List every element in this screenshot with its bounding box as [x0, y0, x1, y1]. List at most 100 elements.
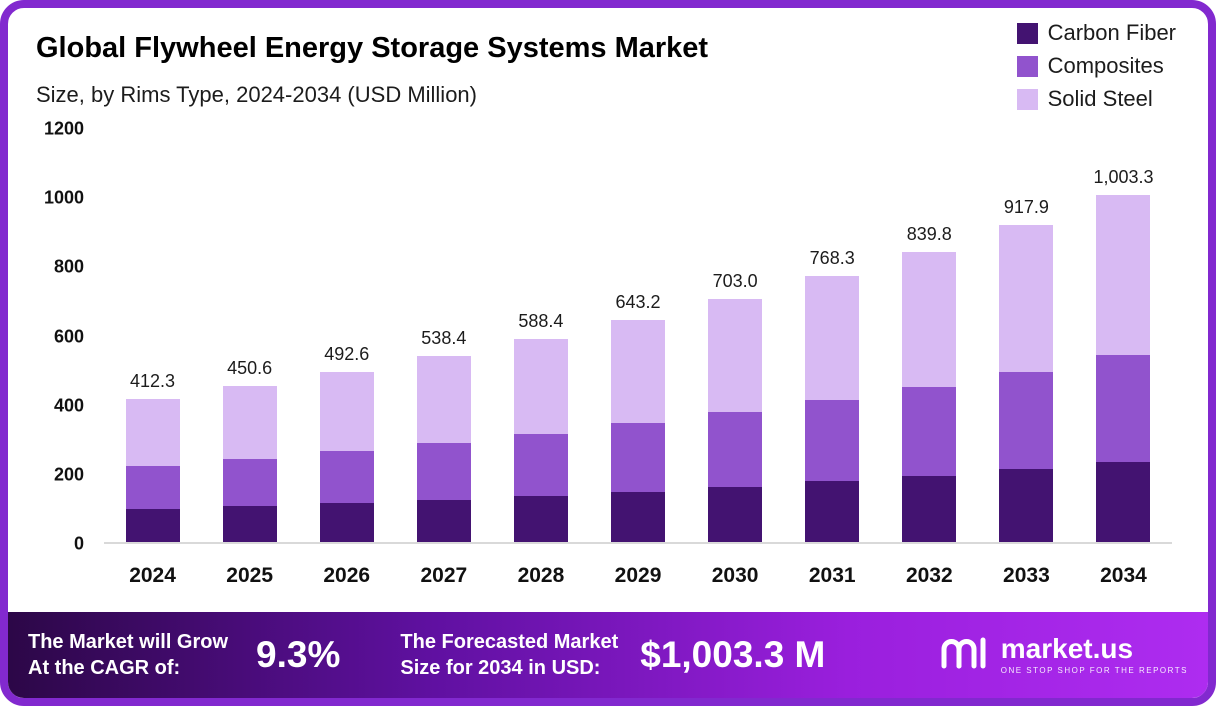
x-axis-label: 2025	[226, 564, 273, 587]
bar-total-label: 703.0	[712, 270, 758, 291]
segment-carbon-fiber	[999, 469, 1054, 542]
x-axis-label: 2031	[808, 564, 856, 587]
plot-area: 412.3 450.6 492.6 538.4 588.4 643.2 703.0 768.3…	[104, 129, 1172, 544]
stacked-bar-2028	[513, 338, 568, 542]
stacked-bar-2029	[611, 319, 666, 542]
stacked-bar-2033	[999, 224, 1054, 542]
segment-solid-steel	[319, 371, 374, 452]
legend-swatch-icon	[1016, 88, 1038, 110]
legend-label: Carbon Fiber	[1047, 20, 1176, 45]
segment-carbon-fiber	[416, 499, 471, 542]
bar-column: 703.0	[687, 129, 784, 542]
stacked-bar-2030	[708, 298, 763, 542]
stacked-bar-2027	[416, 355, 471, 542]
bar-total-label: 1,003.3	[1093, 167, 1154, 188]
segment-carbon-fiber	[319, 503, 374, 542]
forecast-value: $1,003.3 M	[640, 634, 826, 675]
y-tick-label: 600	[53, 326, 84, 346]
segment-composites	[416, 442, 471, 500]
x-axis-label: 2027	[420, 564, 468, 587]
bar-total-label: 492.6	[324, 343, 370, 364]
y-tick-label: 800	[53, 256, 84, 277]
segment-carbon-fiber	[805, 481, 860, 542]
footer-banner: The Market will Grow At the CAGR of: 9.3…	[8, 612, 1208, 698]
segment-solid-steel	[1096, 195, 1151, 356]
segment-carbon-fiber	[708, 486, 763, 542]
brand-name: market.us	[1000, 633, 1134, 664]
cagr-label: The Market will Grow At the CAGR of:	[28, 631, 229, 679]
segment-carbon-fiber	[222, 506, 277, 542]
bar-column: 450.6	[201, 129, 298, 542]
segment-carbon-fiber	[1096, 462, 1151, 542]
bar-column: 538.4	[395, 129, 492, 542]
legend-item-composites: Composites	[1016, 53, 1176, 79]
stacked-bar-2026	[319, 371, 374, 542]
brand: market.us ONE STOP SHOP FOR THE REPORTS	[939, 635, 1188, 676]
x-axis-label: 2033	[1003, 564, 1050, 587]
segment-composites	[513, 433, 568, 496]
segment-composites	[902, 387, 957, 476]
forecast-label: The Forecasted Market Size for 2034 in U…	[400, 631, 619, 679]
legend-label: Composites	[1047, 53, 1164, 78]
segment-solid-steel	[999, 224, 1054, 372]
segment-solid-steel	[611, 319, 666, 424]
stacked-bar-2034	[1096, 195, 1151, 542]
legend-swatch-icon	[1016, 55, 1038, 77]
stacked-bar-2024	[125, 399, 180, 542]
x-axis-label: 2024	[129, 564, 176, 587]
stacked-bar-2025	[222, 386, 277, 542]
y-tick-label: 0	[73, 533, 84, 554]
segment-solid-steel	[222, 386, 277, 460]
segment-composites	[611, 423, 666, 492]
segment-composites	[222, 459, 277, 507]
segment-composites	[1096, 355, 1151, 463]
bar-column: 492.6	[298, 129, 395, 542]
bar-total-label: 917.9	[1003, 196, 1049, 217]
y-tick-label: 1200	[43, 118, 84, 139]
x-axis-label: 2028	[517, 564, 565, 587]
x-axis-label: 2034	[1100, 564, 1147, 587]
bar-column: 643.2	[589, 129, 686, 542]
bar-column: 588.4	[492, 129, 589, 542]
bar-column: 917.9	[978, 129, 1075, 542]
cagr-value: 9.3%	[256, 634, 341, 675]
bar-total-label: 450.6	[227, 358, 273, 379]
bar-total-label: 588.4	[518, 310, 564, 331]
legend-item-carbon-fiber: Carbon Fiber	[1016, 20, 1176, 46]
bar-total-label: 768.3	[809, 248, 855, 269]
y-tick-label: 400	[53, 395, 84, 416]
segment-composites	[125, 465, 180, 510]
x-axis-label: 2032	[905, 564, 953, 587]
chart-title: Global Flywheel Energy Storage Systems M…	[36, 32, 709, 64]
segment-carbon-fiber	[902, 475, 957, 542]
bar-column: 412.3	[104, 129, 201, 542]
brand-tagline: ONE STOP SHOP FOR THE REPORTS	[1000, 666, 1188, 675]
x-axis-label: 2026	[323, 564, 371, 587]
segment-composites	[805, 400, 860, 482]
y-tick-label: 200	[53, 464, 84, 485]
stacked-bar-2031	[805, 276, 860, 542]
stacked-bar-2032	[902, 251, 957, 542]
segment-carbon-fiber	[611, 491, 666, 542]
bar-total-label: 839.8	[906, 223, 952, 244]
segment-solid-steel	[708, 298, 763, 413]
segment-solid-steel	[902, 251, 957, 388]
bar-column: 1,003.3	[1075, 129, 1172, 542]
segment-composites	[999, 371, 1054, 470]
segment-carbon-fiber	[125, 509, 180, 542]
segment-carbon-fiber	[513, 495, 568, 542]
legend-item-solid-steel: Solid Steel	[1016, 86, 1176, 112]
segment-solid-steel	[513, 338, 568, 434]
legend-swatch-icon	[1016, 22, 1038, 44]
chart-subtitle: Size, by Rims Type, 2024-2034 (USD Milli…	[36, 82, 477, 107]
x-axis-label: 2030	[711, 564, 759, 587]
segment-solid-steel	[416, 355, 471, 443]
segment-solid-steel	[125, 399, 180, 466]
y-tick-label: 1000	[43, 187, 84, 208]
legend-label: Solid Steel	[1047, 86, 1153, 111]
bar-column: 768.3	[784, 129, 881, 542]
x-axis-label: 2029	[614, 564, 662, 587]
bar-total-label: 412.3	[130, 371, 176, 392]
y-axis: 0 200 400 600 800 1000 1200	[22, 119, 84, 554]
